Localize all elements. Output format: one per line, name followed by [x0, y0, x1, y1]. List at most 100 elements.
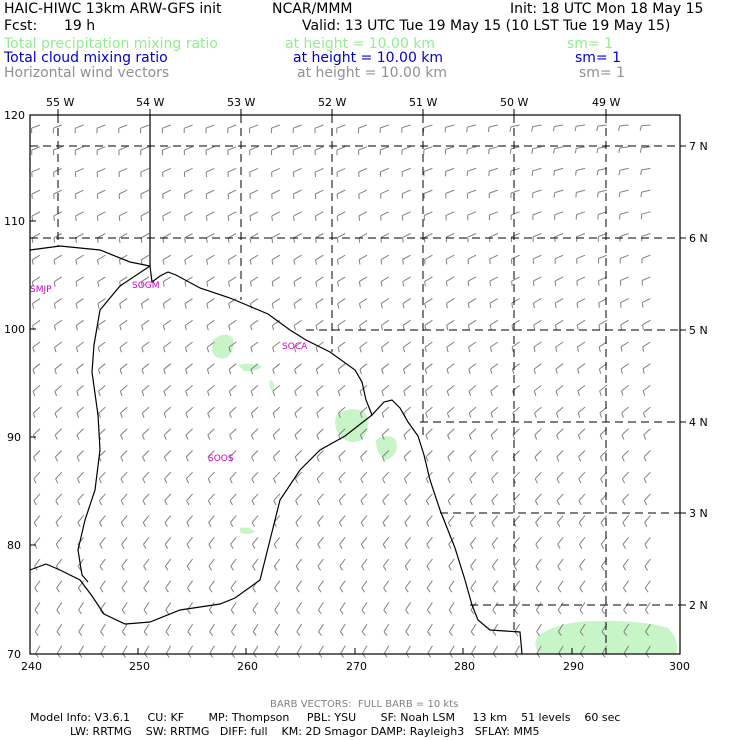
wind-barb	[119, 319, 128, 326]
wind-barb	[97, 341, 106, 348]
wind-barb-feather	[621, 390, 624, 396]
wind-barb	[361, 536, 368, 545]
wind-barb	[338, 428, 346, 436]
lon-label: 54 W	[136, 96, 164, 109]
wind-barb	[383, 645, 390, 654]
wind-barb-feather	[230, 587, 235, 593]
wind-barb-feather	[445, 281, 448, 287]
wind-barb	[642, 341, 651, 348]
wind-barb	[361, 580, 368, 589]
wind-barb-feather	[491, 565, 496, 571]
wind-barb	[142, 450, 150, 458]
wind-barb	[33, 428, 41, 436]
wind-barb	[557, 558, 564, 567]
wind-barb	[251, 493, 259, 501]
wind-barb	[381, 406, 390, 414]
wind-barb	[336, 146, 346, 151]
wind-barb	[598, 276, 608, 282]
wind-barb	[99, 558, 106, 567]
wind-barb	[447, 428, 455, 436]
precip-area	[376, 436, 397, 460]
wind-barb	[576, 124, 586, 127]
wind-barb-feather	[381, 369, 384, 375]
wind-barb-feather	[32, 391, 36, 397]
wind-barb	[208, 536, 215, 545]
wind-barb-feather	[272, 456, 276, 462]
wind-barb	[513, 515, 520, 523]
wind-barb-feather	[143, 631, 148, 637]
wind-barb-feather	[227, 237, 230, 243]
wind-barb	[272, 406, 281, 414]
wind-barb	[489, 189, 498, 194]
wind-barb-feather	[33, 522, 38, 528]
wind-barb	[230, 515, 237, 523]
wind-barb	[273, 536, 281, 545]
wind-barb-feather	[424, 303, 427, 309]
wind-barb-feather	[446, 303, 448, 309]
wind-barb	[489, 319, 499, 326]
wind-barb	[141, 385, 150, 392]
wind-barb	[555, 298, 564, 304]
wind-barb	[535, 515, 542, 523]
wind-barb-feather	[251, 544, 256, 549]
wind-barb-feather	[339, 609, 344, 615]
wind-barb-feather	[361, 587, 366, 593]
wind-barb-feather	[250, 347, 253, 353]
wind-barb	[251, 471, 259, 480]
wind-barb	[555, 363, 564, 370]
wind-barb	[339, 580, 346, 589]
wind-barb	[623, 645, 630, 654]
wind-barb-feather	[641, 302, 644, 308]
wind-barb-feather	[579, 587, 584, 593]
wind-barb	[404, 536, 411, 545]
wind-barb	[598, 254, 607, 260]
field-cloud-sm: sm= 1	[575, 50, 622, 66]
wind-barb	[337, 385, 346, 392]
precip-area	[238, 363, 262, 372]
wind-barb-feather	[296, 631, 301, 637]
wind-barb	[314, 146, 324, 151]
wind-barb-feather	[470, 587, 475, 593]
wind-barb	[100, 645, 106, 654]
wind-barb-feather	[360, 544, 365, 549]
wind-barb	[295, 493, 302, 501]
wind-barb-feather	[162, 281, 165, 287]
wind-barb	[318, 645, 324, 654]
wind-barb-feather	[467, 325, 470, 331]
wind-barb	[511, 341, 520, 348]
wind-barb	[339, 515, 346, 523]
wind-barb	[404, 515, 411, 523]
wind-barb-feather	[618, 170, 621, 176]
wind-barb	[274, 623, 281, 632]
wind-barb	[361, 645, 368, 654]
field-cloud-height: at height = 10.00 km	[293, 50, 444, 66]
wind-barb	[576, 254, 586, 260]
wind-barb	[449, 645, 455, 654]
wind-barb-feather	[206, 237, 208, 243]
lon-label: 50 W	[500, 96, 528, 109]
wind-barb-feather	[620, 346, 623, 352]
wind-barb-feather	[381, 412, 385, 418]
wind-barb	[207, 428, 215, 436]
wind-barb-feather	[271, 215, 273, 221]
wind-barb-feather	[360, 456, 364, 462]
wind-barb	[208, 580, 215, 589]
wind-barb	[424, 254, 433, 260]
wind-barb	[533, 298, 542, 304]
wind-barb-feather	[315, 237, 317, 243]
wind-barb	[641, 211, 651, 215]
wind-barb-feather	[578, 456, 582, 462]
wind-barb-feather	[75, 237, 77, 243]
wind-barb	[401, 124, 411, 129]
wind-barb-feather	[34, 587, 39, 593]
wind-barb	[380, 276, 390, 282]
wind-barb	[578, 471, 586, 480]
wind-barb-feather	[621, 434, 625, 440]
wind-barb-feather	[554, 280, 557, 286]
wind-barb	[448, 602, 455, 611]
wind-barb	[53, 189, 63, 195]
wind-barb-feather	[121, 544, 125, 549]
wind-barb	[186, 471, 193, 480]
wind-barb	[644, 493, 651, 501]
wind-barb	[208, 602, 215, 611]
